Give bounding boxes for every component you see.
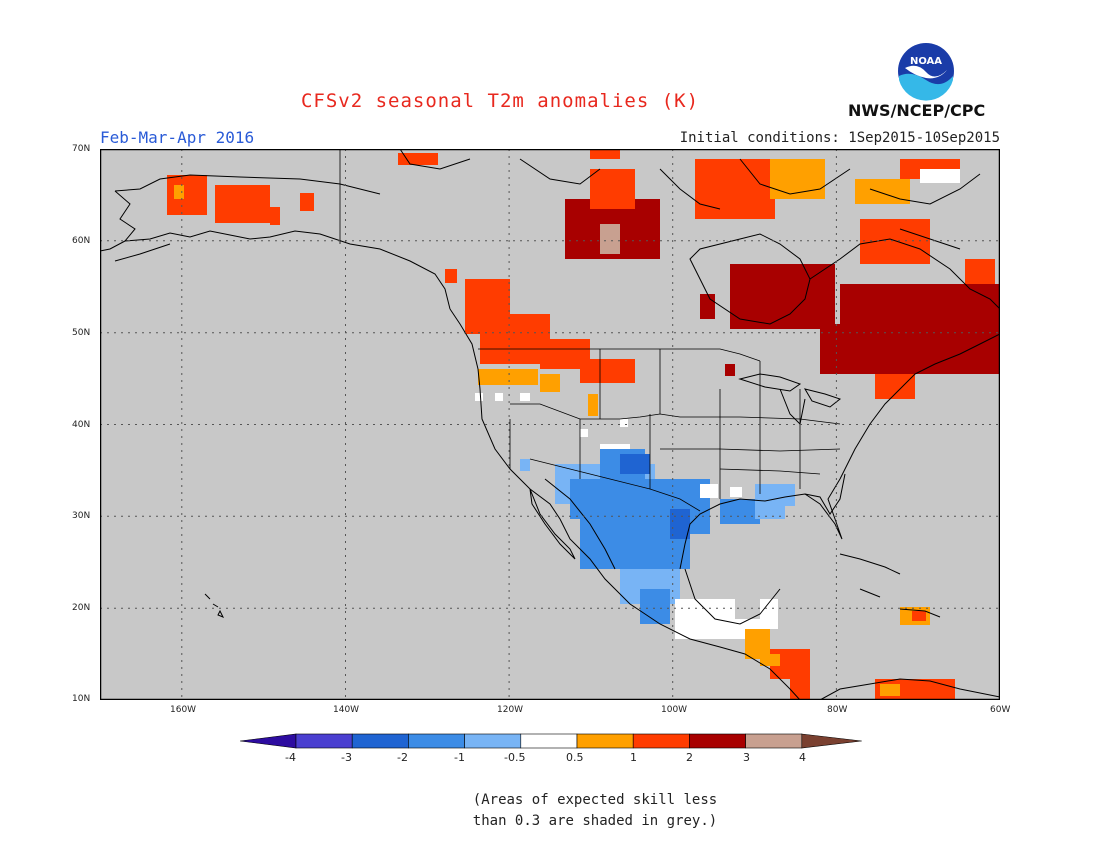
colorbar-swatch (689, 733, 746, 749)
skill-note-line2: than 0.3 are shaded in grey.) (472, 813, 718, 829)
map-title: CFSv2 seasonal T2m anomalies (K) (300, 90, 700, 112)
lat-label-70n: 70N (72, 144, 91, 154)
lat-label-20n: 20N (72, 603, 91, 613)
anomaly-map (100, 149, 1000, 700)
lat-label-60n: 60N (72, 236, 91, 246)
colorbar-label: -1 (454, 751, 465, 764)
season-label: Feb-Mar-Apr 2016 (100, 128, 255, 147)
skill-note: (Areas of expected skill less than 0.3 a… (0, 790, 1100, 832)
colorbar-label: 1 (630, 751, 637, 764)
colorbar-labels: -4 -3 -2 -1 -0.5 0.5 1 2 3 4 (240, 751, 862, 767)
colorbar-swatch (295, 733, 353, 749)
lon-label-120w: 120W (497, 705, 524, 715)
lon-label-140w: 140W (333, 705, 360, 715)
colorbar-label: -4 (285, 751, 296, 764)
colorbar-swatch (576, 733, 634, 749)
colorbar-label: -3 (341, 751, 352, 764)
lat-label-40n: 40N (72, 420, 91, 430)
anomaly-regions (167, 149, 1000, 699)
lat-label-50n: 50N (72, 328, 91, 338)
colorbar-swatch (801, 733, 862, 749)
colorbar-label: 3 (743, 751, 750, 764)
graticule (100, 149, 1000, 700)
colorbar-swatch (408, 733, 465, 749)
borders (339, 149, 841, 512)
lon-label-80w: 80W (827, 705, 848, 715)
colorbar-swatch (464, 733, 522, 749)
map-frame (100, 149, 1000, 700)
colorbar-label: 0.5 (566, 751, 584, 764)
lat-label-30n: 30N (72, 511, 91, 521)
colorbar-swatch (520, 733, 578, 749)
colorbar-label: 4 (799, 751, 806, 764)
skill-note-line1: (Areas of expected skill less (472, 792, 718, 808)
noaa-logo: NOAA (896, 41, 956, 101)
coastlines (100, 149, 1000, 700)
colorbar-swatch (632, 733, 690, 749)
colorbar-label: -2 (397, 751, 408, 764)
logo-text: NOAA (910, 56, 942, 67)
colorbar (240, 733, 862, 749)
colorbar-label: 2 (686, 751, 693, 764)
colorbar-swatch (240, 733, 297, 749)
lon-label-160w: 160W (170, 705, 197, 715)
initial-conditions-label: Initial conditions: 1Sep2015-10Sep2015 (679, 130, 1000, 146)
lon-label-100w: 100W (661, 705, 688, 715)
colorbar-swatch (351, 733, 409, 749)
colorbar-label: -0.5 (504, 751, 526, 764)
lat-label-10n: 10N (72, 694, 91, 704)
lon-label-60w: 60W (990, 705, 1011, 715)
colorbar-swatch (745, 733, 803, 749)
agency-label: NWS/NCEP/CPC (848, 101, 986, 120)
